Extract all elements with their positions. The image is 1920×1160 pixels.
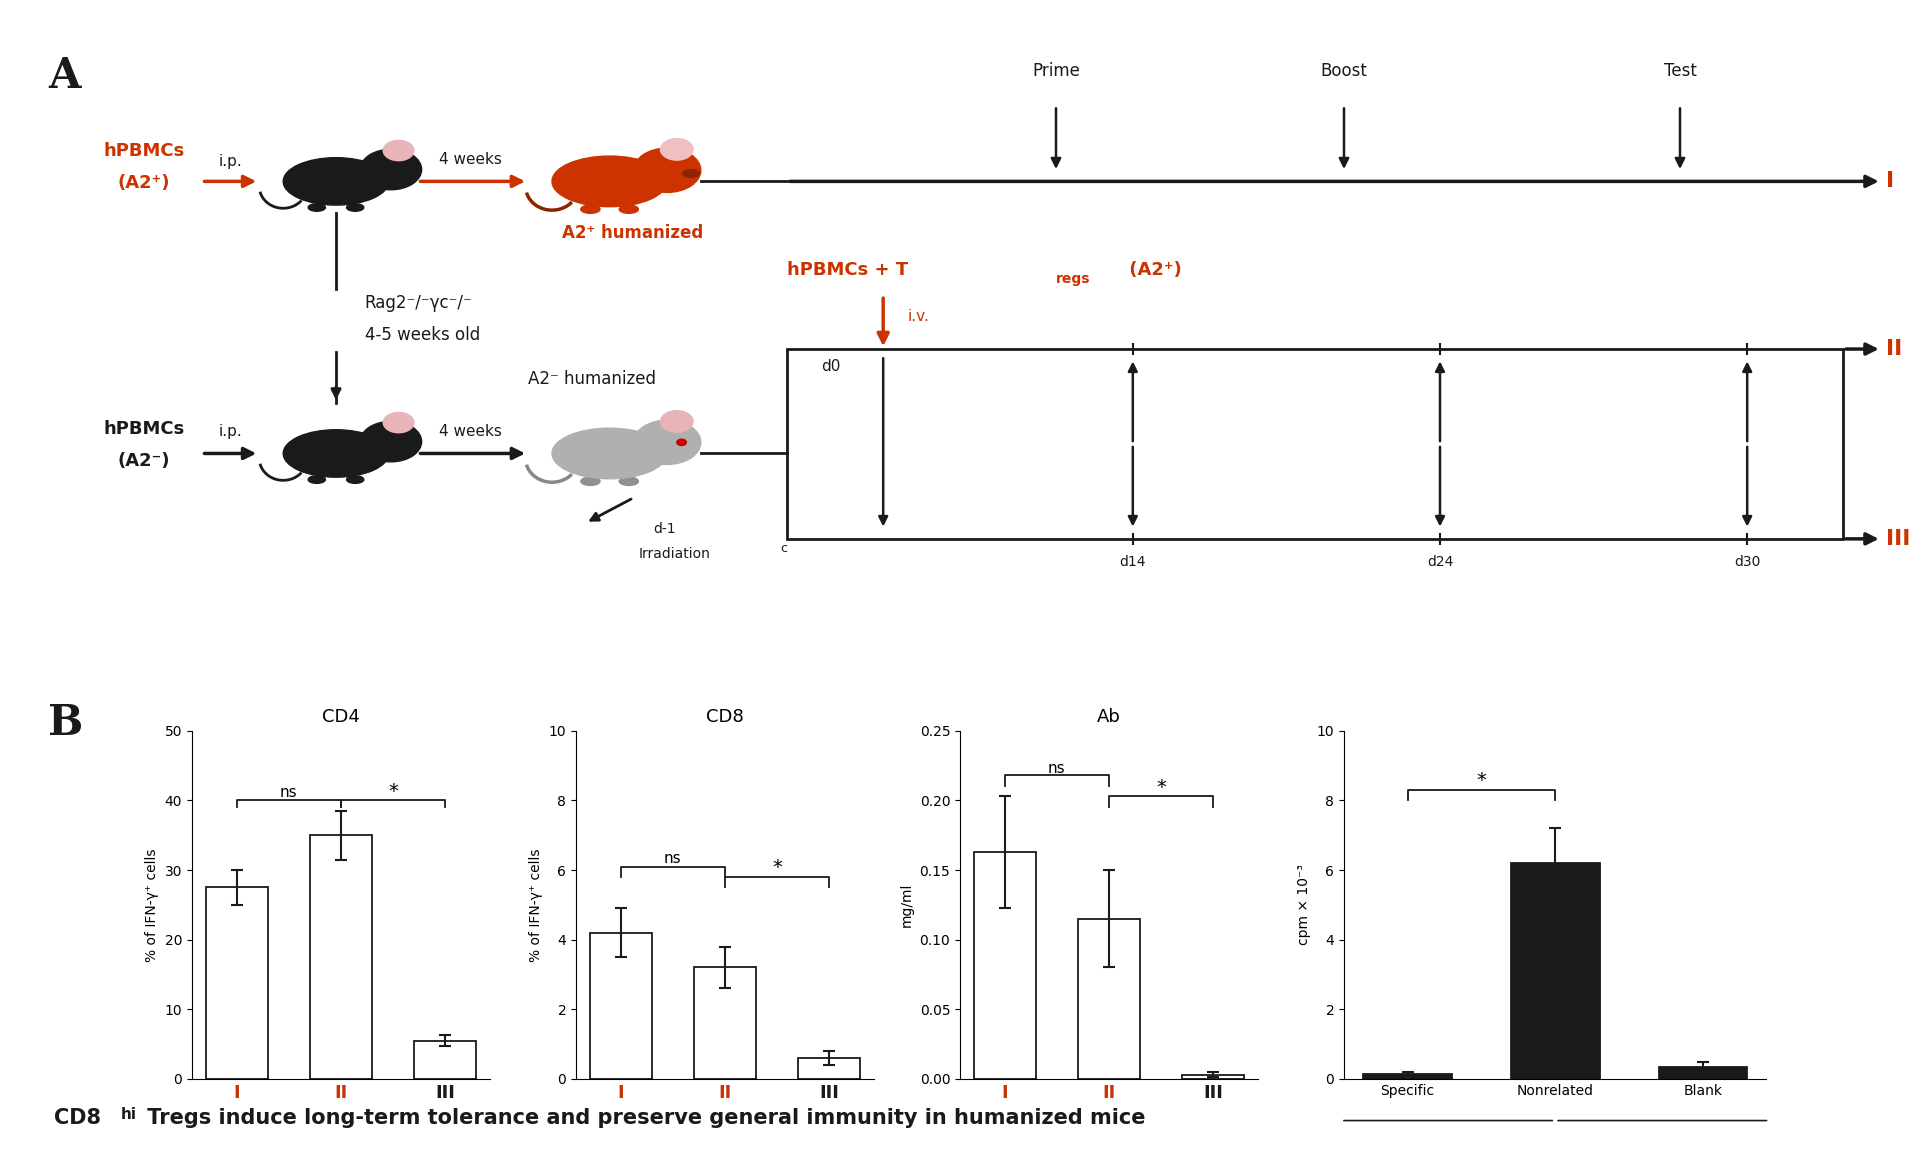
Text: *: *: [388, 782, 397, 800]
Ellipse shape: [348, 204, 365, 211]
Text: *: *: [1156, 778, 1165, 797]
Circle shape: [660, 138, 693, 160]
Bar: [589, 933, 653, 1079]
Text: d14: d14: [1119, 554, 1146, 568]
Text: B: B: [48, 702, 83, 744]
Text: i.v.: i.v.: [906, 309, 929, 324]
Ellipse shape: [580, 477, 599, 485]
Title: CD8: CD8: [707, 709, 743, 726]
Text: Rag2⁻/⁻γc⁻/⁻: Rag2⁻/⁻γc⁻/⁻: [365, 293, 472, 312]
Text: (A2⁺): (A2⁺): [117, 174, 171, 191]
Text: CD8: CD8: [54, 1108, 100, 1128]
Text: ns: ns: [664, 851, 682, 867]
Text: Test: Test: [1663, 63, 1697, 80]
Text: II: II: [1885, 339, 1903, 360]
Text: d24: d24: [1427, 554, 1453, 568]
Text: (A2⁺): (A2⁺): [1123, 261, 1183, 278]
Bar: [1181, 1074, 1244, 1079]
Text: c: c: [780, 542, 787, 554]
Ellipse shape: [618, 477, 637, 485]
Ellipse shape: [684, 169, 699, 177]
Ellipse shape: [307, 476, 324, 484]
Y-axis label: cpm × 10⁻³: cpm × 10⁻³: [1298, 864, 1311, 945]
Text: 4 weeks: 4 weeks: [440, 423, 501, 438]
Text: d0: d0: [822, 358, 841, 374]
Text: hPBMCs + T: hPBMCs + T: [787, 261, 908, 278]
Ellipse shape: [618, 205, 637, 213]
Ellipse shape: [284, 158, 388, 205]
Circle shape: [361, 421, 422, 462]
Text: 4 weeks: 4 weeks: [440, 152, 501, 167]
Text: III: III: [1885, 529, 1910, 549]
Ellipse shape: [551, 157, 668, 206]
Text: A: A: [48, 55, 81, 96]
Text: A2⁺ humanized: A2⁺ humanized: [561, 224, 703, 242]
Circle shape: [660, 411, 693, 433]
Bar: [1363, 1074, 1452, 1079]
Ellipse shape: [551, 428, 668, 479]
Title: CD4: CD4: [323, 709, 359, 726]
Text: hi: hi: [121, 1107, 136, 1122]
Text: hPBMCs: hPBMCs: [104, 420, 184, 438]
Bar: [309, 835, 372, 1079]
Bar: [693, 967, 756, 1079]
Circle shape: [634, 148, 701, 193]
Ellipse shape: [284, 429, 388, 477]
Text: regs: regs: [1056, 273, 1091, 287]
Title: Ab: Ab: [1096, 709, 1121, 726]
Y-axis label: mg/ml: mg/ml: [900, 883, 914, 927]
Text: Prime: Prime: [1033, 63, 1079, 80]
Text: *: *: [772, 858, 781, 877]
Text: Boost: Boost: [1321, 63, 1367, 80]
Text: ns: ns: [1048, 761, 1066, 776]
Bar: [1077, 919, 1140, 1079]
Circle shape: [384, 413, 415, 433]
Text: d-1: d-1: [653, 522, 676, 536]
Bar: [797, 1058, 860, 1079]
Text: i.p.: i.p.: [219, 423, 242, 438]
Text: hPBMCs: hPBMCs: [104, 142, 184, 160]
Circle shape: [384, 140, 415, 160]
Bar: [1659, 1067, 1747, 1079]
Circle shape: [676, 440, 685, 445]
Text: A2⁻ humanized: A2⁻ humanized: [528, 370, 657, 387]
Y-axis label: % of IFN-γ⁺ cells: % of IFN-γ⁺ cells: [530, 848, 543, 962]
Text: (A2⁻): (A2⁻): [117, 452, 171, 470]
Bar: [205, 887, 269, 1079]
Bar: [973, 851, 1037, 1079]
Text: Irradiation: Irradiation: [637, 546, 710, 560]
Ellipse shape: [580, 205, 599, 213]
Text: *: *: [1476, 771, 1486, 790]
Text: i.p.: i.p.: [219, 153, 242, 168]
Circle shape: [634, 420, 701, 464]
Ellipse shape: [307, 204, 324, 211]
Y-axis label: % of IFN-γ⁺ cells: % of IFN-γ⁺ cells: [146, 848, 159, 962]
Ellipse shape: [348, 476, 365, 484]
Text: ns: ns: [280, 785, 298, 800]
Text: I: I: [1885, 172, 1895, 191]
Bar: [413, 1041, 476, 1079]
FancyBboxPatch shape: [787, 349, 1843, 539]
Circle shape: [361, 150, 422, 190]
Text: Tregs induce long-term tolerance and preserve general immunity in humanized mice: Tregs induce long-term tolerance and pre…: [140, 1108, 1146, 1128]
Bar: [1511, 863, 1599, 1079]
Text: d30: d30: [1734, 554, 1761, 568]
Text: 4-5 weeks old: 4-5 weeks old: [365, 326, 480, 343]
